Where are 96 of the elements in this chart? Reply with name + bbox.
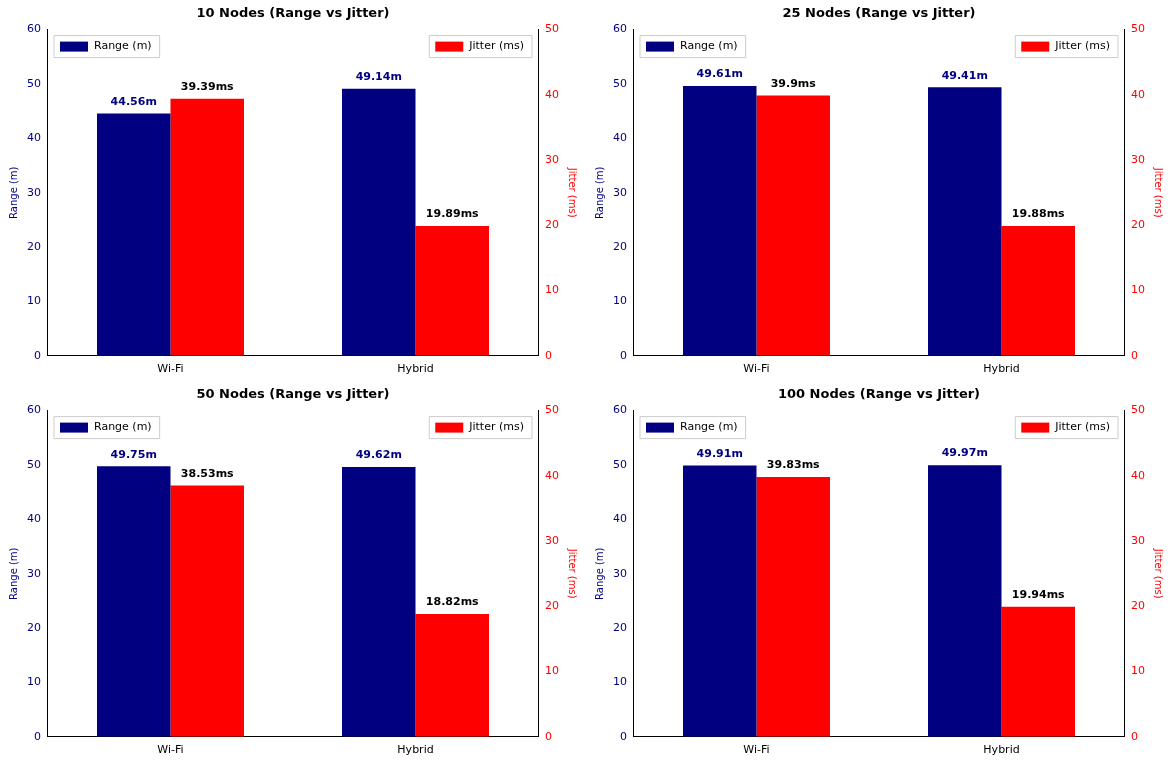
x-tick-label: Wi-Fi (743, 362, 770, 376)
data-label: 49.91m (696, 446, 743, 460)
legend-label: Jitter (ms) (468, 420, 525, 434)
y2-axis-title: Jitter (ms) (1153, 547, 1165, 599)
x-tick-label: Hybrid (983, 362, 1020, 376)
chart-title: 10 Nodes (Range vs Jitter) (196, 5, 390, 21)
legend-label: Range (m) (94, 39, 152, 53)
y-tick-label: 20 (27, 620, 41, 634)
x-tick-label: Hybrid (397, 743, 434, 757)
y-tick-label: 60 (27, 403, 41, 417)
x-tick-label: Wi-Fi (743, 743, 770, 757)
y2-tick-label: 0 (545, 729, 552, 743)
data-label: 39.39ms (180, 80, 235, 94)
y2-tick-label: 10 (1131, 283, 1145, 297)
y-tick-label: 40 (613, 131, 627, 145)
y-tick-label: 60 (613, 22, 627, 36)
y-tick-label: 30 (27, 185, 41, 199)
y-axis-title: Range (m) (593, 166, 605, 219)
y-tick-label: 20 (613, 239, 627, 253)
data-label: 44.56m (110, 94, 157, 108)
data-label: 19.88ms (1011, 207, 1066, 221)
data-label: 49.62m (355, 448, 402, 462)
y2-tick-label: 0 (1131, 348, 1138, 362)
y2-tick-label: 40 (545, 87, 559, 101)
y2-tick-label: 20 (1131, 599, 1145, 613)
y2-tick-label: 30 (1131, 152, 1145, 166)
legend-label: Jitter (ms) (468, 39, 525, 53)
y-tick-label: 0 (620, 348, 627, 362)
data-label: 49.41m (941, 68, 988, 82)
data-label: 19.89ms (425, 207, 480, 221)
x-tick-label: Wi-Fi (157, 743, 184, 757)
chart-title: 50 Nodes (Range vs Jitter) (196, 386, 390, 402)
y2-tick-label: 30 (545, 533, 559, 547)
data-label: 19.94ms (1011, 588, 1066, 602)
y2-axis-title: Jitter (ms) (567, 166, 579, 218)
data-label: 49.97m (941, 446, 988, 460)
legend-label: Jitter (ms) (1054, 420, 1111, 434)
y2-tick-label: 0 (1131, 729, 1138, 743)
x-tick-label: Hybrid (983, 743, 1020, 757)
legend-label: Range (m) (680, 39, 738, 53)
y-axis-title: Range (m) (7, 547, 19, 600)
y-tick-label: 40 (613, 512, 627, 526)
legend-label: Range (m) (94, 420, 152, 434)
y-tick-label: 0 (34, 348, 41, 362)
y2-tick-label: 50 (545, 22, 559, 36)
y-tick-label: 50 (27, 457, 41, 471)
y-tick-label: 30 (613, 566, 627, 580)
y-tick-label: 50 (613, 457, 627, 471)
x-tick-label: Wi-Fi (157, 362, 184, 376)
y2-tick-label: 10 (545, 283, 559, 297)
y2-tick-label: 10 (1131, 664, 1145, 678)
y-tick-label: 50 (27, 76, 41, 90)
y-tick-label: 30 (27, 566, 41, 580)
y2-tick-label: 30 (545, 152, 559, 166)
y-axis-title: Range (m) (593, 547, 605, 600)
data-label: 39.9ms (770, 76, 817, 90)
y2-axis-title: Jitter (ms) (567, 547, 579, 599)
data-label: 38.53ms (180, 466, 235, 480)
y2-tick-label: 50 (545, 403, 559, 417)
data-label: 49.14m (355, 70, 402, 83)
y-tick-label: 0 (620, 729, 627, 743)
y-tick-label: 10 (613, 675, 627, 689)
y2-tick-label: 20 (545, 218, 559, 232)
y2-tick-label: 10 (545, 664, 559, 678)
data-label: 18.82ms (425, 595, 480, 609)
y-tick-label: 60 (27, 22, 41, 36)
y-tick-label: 30 (613, 185, 627, 199)
y2-tick-label: 40 (1131, 468, 1145, 482)
y-tick-label: 60 (613, 403, 627, 417)
y-tick-label: 0 (34, 729, 41, 743)
y-tick-label: 10 (613, 294, 627, 308)
x-tick-label: Hybrid (397, 362, 434, 376)
y-tick-label: 10 (27, 675, 41, 689)
y2-tick-label: 40 (545, 468, 559, 482)
y2-tick-label: 20 (545, 599, 559, 613)
legend-label: Range (m) (680, 420, 738, 434)
y-tick-label: 40 (27, 512, 41, 526)
chart-title: 100 Nodes (Range vs Jitter) (777, 386, 981, 402)
y2-tick-label: 20 (1131, 218, 1145, 232)
data-label: 49.75m (110, 447, 157, 461)
data-label: 49.61m (696, 67, 743, 81)
y-tick-label: 20 (613, 620, 627, 634)
y2-axis-title: Jitter (ms) (1153, 166, 1165, 218)
y-tick-label: 10 (27, 294, 41, 308)
chart-title: 25 Nodes (Range vs Jitter) (782, 5, 976, 21)
y2-tick-label: 30 (1131, 533, 1145, 547)
y2-tick-label: 40 (1131, 87, 1145, 101)
legend-label: Jitter (ms) (1054, 39, 1111, 53)
y2-tick-label: 50 (1131, 403, 1145, 417)
y-tick-label: 50 (613, 76, 627, 90)
y-axis-title: Range (m) (7, 166, 19, 219)
data-label: 39.83ms (766, 458, 821, 472)
y-tick-label: 40 (27, 131, 41, 145)
y2-tick-label: 50 (1131, 22, 1145, 36)
y-tick-label: 20 (27, 239, 41, 253)
y2-tick-label: 0 (545, 348, 552, 362)
